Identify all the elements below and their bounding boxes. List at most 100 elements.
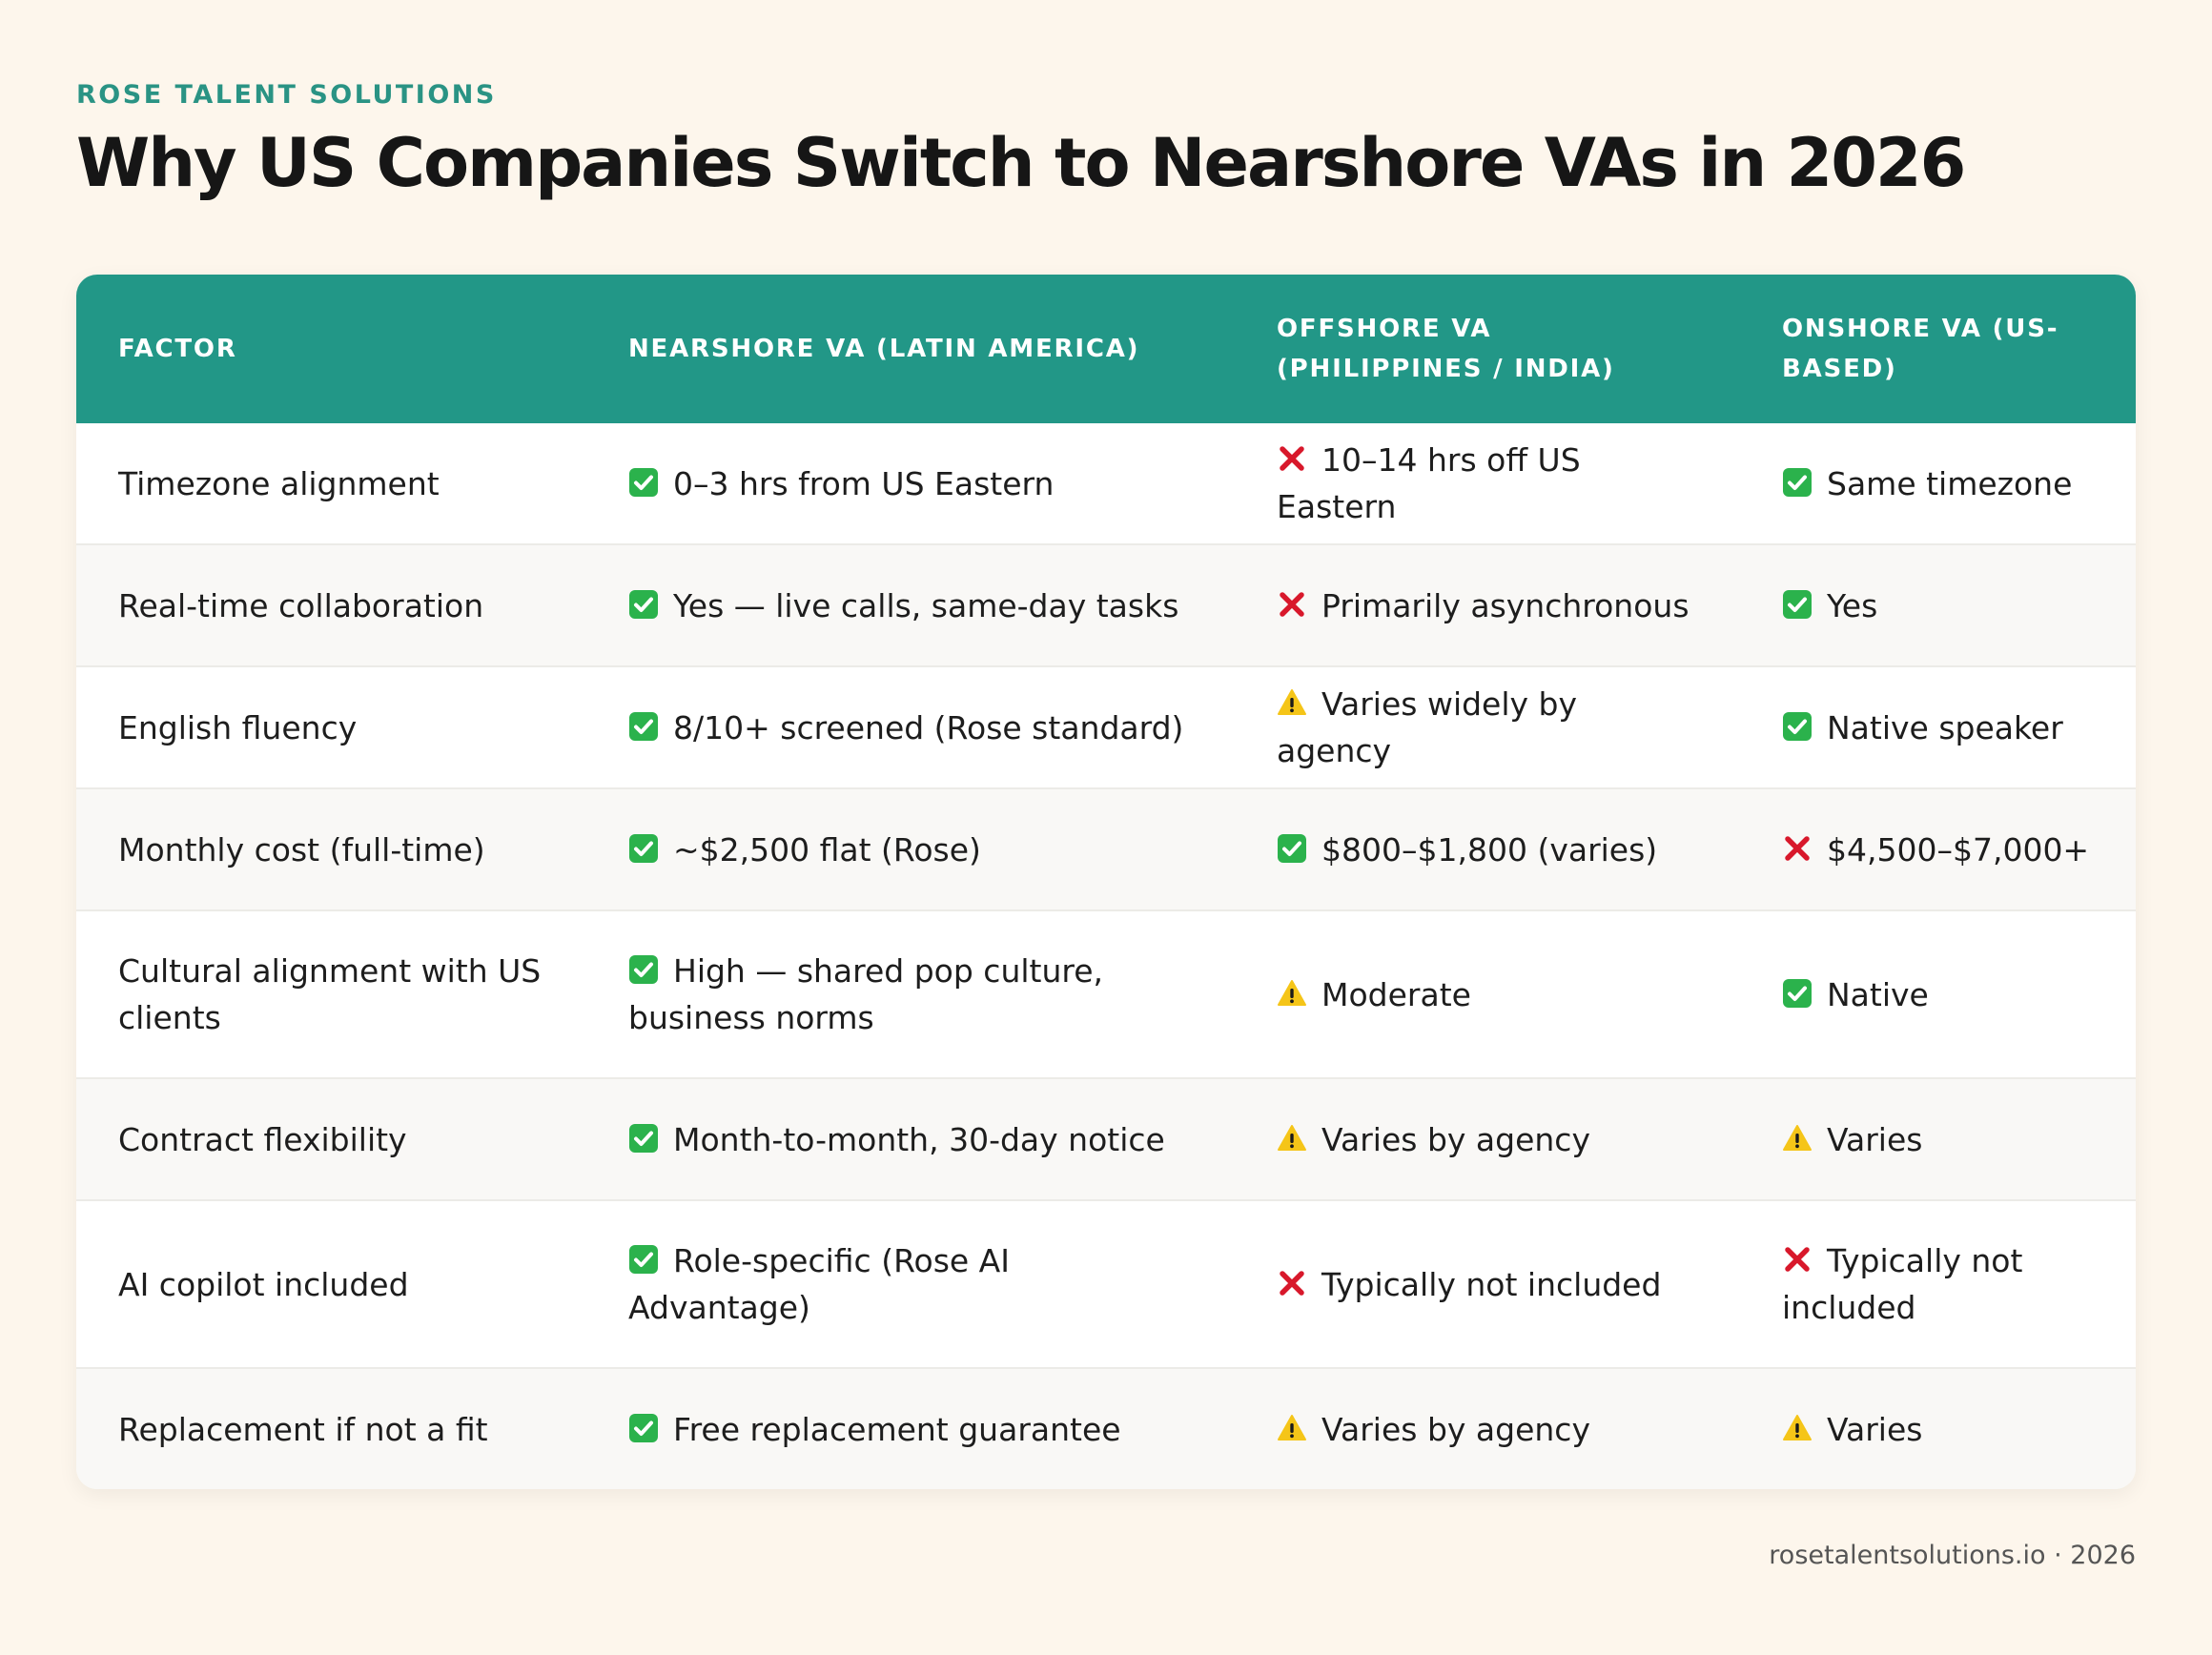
offshore-cell-text: $800–$1,800 (varies) [1321,830,1658,868]
onshore-cell: Yes [1740,543,2136,666]
nearshore-cell-text: 0–3 hrs from US Eastern [673,464,1055,502]
comparison-table: FACTOR NEARSHORE VA (LATIN AMERICA) OFFS… [76,275,2136,1489]
offshore-cell-text: Moderate [1321,975,1471,1013]
factor-cell: Real-time collaboration [76,543,586,666]
factor-cell: Replacement if not a fit [76,1367,586,1489]
table-row: English fluency 8/10+ screened (Rose sta… [76,665,2136,788]
check-icon [628,833,659,864]
onshore-cell-text: Same timezone [1827,464,2073,502]
header-factor: FACTOR [76,275,586,423]
nearshore-cell-text: Month-to-month, 30-day notice [673,1120,1165,1158]
factor-cell: Cultural alignment with US clients [76,909,586,1078]
header-nearshore: NEARSHORE VA (LATIN AMERICA) [586,275,1235,423]
table-body: Timezone alignment 0–3 hrs from US Easte… [76,423,2136,1489]
cross-icon [1277,443,1307,474]
onshore-cell: Typically not included [1740,1199,2136,1368]
nearshore-cell: 0–3 hrs from US Eastern [586,423,1235,544]
onshore-cell-text: Yes [1827,586,1878,624]
table-row: Monthly cost (full-time) ~$2,500 flat (R… [76,787,2136,910]
onshore-cell: Varies [1740,1367,2136,1489]
offshore-cell: Moderate [1235,909,1740,1078]
factor-cell: Monthly cost (full-time) [76,787,586,910]
check-icon [628,954,659,985]
onshore-cell: Native speaker [1740,665,2136,788]
table-row: Timezone alignment 0–3 hrs from US Easte… [76,423,2136,544]
nearshore-cell-text: Yes — live calls, same-day tasks [673,586,1179,624]
nearshore-cell-text: ~$2,500 flat (Rose) [673,830,981,868]
onshore-cell-text: Native [1827,975,1929,1013]
footer-credit: rosetalentsolutions.io · 2026 [1769,1541,2136,1570]
offshore-cell-text: Primarily asynchronous [1321,586,1690,624]
warning-icon [1782,1413,1813,1443]
offshore-cell: Primarily asynchronous [1235,543,1740,666]
check-icon [628,467,659,498]
offshore-cell-text: Typically not included [1321,1265,1662,1303]
warning-icon [1277,978,1307,1009]
table-header-row: FACTOR NEARSHORE VA (LATIN AMERICA) OFFS… [76,275,2136,423]
table-row: Replacement if not a fit Free replacemen… [76,1367,2136,1489]
check-icon [1277,833,1307,864]
onshore-cell-text: Native speaker [1827,708,2063,746]
offshore-cell: Varies by agency [1235,1367,1740,1489]
cross-icon [1277,589,1307,620]
cross-icon [1782,1244,1813,1275]
check-icon [628,1244,659,1275]
nearshore-cell: High — shared pop culture, business norm… [586,909,1235,1078]
check-icon [628,589,659,620]
offshore-cell-text: 10–14 hrs off US Eastern [1277,441,1581,525]
warning-icon [1277,687,1307,718]
offshore-cell: Varies widely by agency [1235,665,1740,788]
nearshore-cell: Month-to-month, 30-day notice [586,1077,1235,1200]
warning-icon [1277,1123,1307,1154]
check-icon [1782,589,1813,620]
nearshore-cell: Yes — live calls, same-day tasks [586,543,1235,666]
warning-icon [1277,1413,1307,1443]
nearshore-cell-text: High — shared pop culture, business norm… [628,952,1104,1036]
check-icon [1782,711,1813,742]
check-icon [628,1413,659,1443]
onshore-cell-text: Varies [1827,1410,1923,1448]
offshore-cell: $800–$1,800 (varies) [1235,787,1740,910]
onshore-cell-text: Varies [1827,1120,1923,1158]
offshore-cell-text: Varies by agency [1321,1120,1590,1158]
table-row: Cultural alignment with US clients High … [76,909,2136,1078]
header-offshore: OFFSHORE VA (PHILIPPINES / INDIA) [1235,275,1740,423]
factor-cell: AI copilot included [76,1199,586,1368]
offshore-cell: 10–14 hrs off US Eastern [1235,423,1740,544]
nearshore-cell: Free replacement guarantee [586,1367,1235,1489]
factor-cell: Timezone alignment [118,464,440,502]
page-title: Why US Companies Switch to Nearshore VAs… [76,124,1966,202]
onshore-cell: Varies [1740,1077,2136,1200]
table-row: Real-time collaboration Yes — live calls… [76,543,2136,666]
check-icon [1782,978,1813,1009]
onshore-cell: $4,500–$7,000+ [1740,787,2136,910]
check-icon [1782,467,1813,498]
cross-icon [1277,1268,1307,1298]
warning-icon [1782,1123,1813,1154]
table-row: Contract flexibility Month-to-month, 30-… [76,1077,2136,1200]
nearshore-cell-text: Role-specific (Rose AI Advantage) [628,1242,1010,1326]
onshore-cell: Same timezone [1740,423,2136,544]
onshore-cell-text: Typically not included [1782,1242,2023,1326]
comparison-table-card: FACTOR NEARSHORE VA (LATIN AMERICA) OFFS… [76,275,2136,1489]
nearshore-cell: Role-specific (Rose AI Advantage) [586,1199,1235,1368]
table-row: AI copilot included Role-specific (Rose … [76,1199,2136,1368]
offshore-cell: Varies by agency [1235,1077,1740,1200]
cross-icon [1782,833,1813,864]
brand-label: ROSE TALENT SOLUTIONS [76,80,497,110]
check-icon [628,711,659,742]
nearshore-cell-text: Free replacement guarantee [673,1410,1121,1448]
offshore-cell-text: Varies by agency [1321,1410,1590,1448]
nearshore-cell-text: 8/10+ screened (Rose standard) [673,708,1184,746]
factor-cell: Contract flexibility [76,1077,586,1200]
header-onshore: ONSHORE VA (US-BASED) [1740,275,2136,423]
factor-cell: English fluency [76,665,586,788]
offshore-cell: Typically not included [1235,1199,1740,1368]
nearshore-cell: 8/10+ screened (Rose standard) [586,665,1235,788]
check-icon [628,1123,659,1154]
offshore-cell-text: Varies widely by agency [1277,685,1578,769]
onshore-cell: Native [1740,909,2136,1078]
nearshore-cell: ~$2,500 flat (Rose) [586,787,1235,910]
onshore-cell-text: $4,500–$7,000+ [1827,830,2090,868]
table-header: FACTOR NEARSHORE VA (LATIN AMERICA) OFFS… [76,275,2136,423]
